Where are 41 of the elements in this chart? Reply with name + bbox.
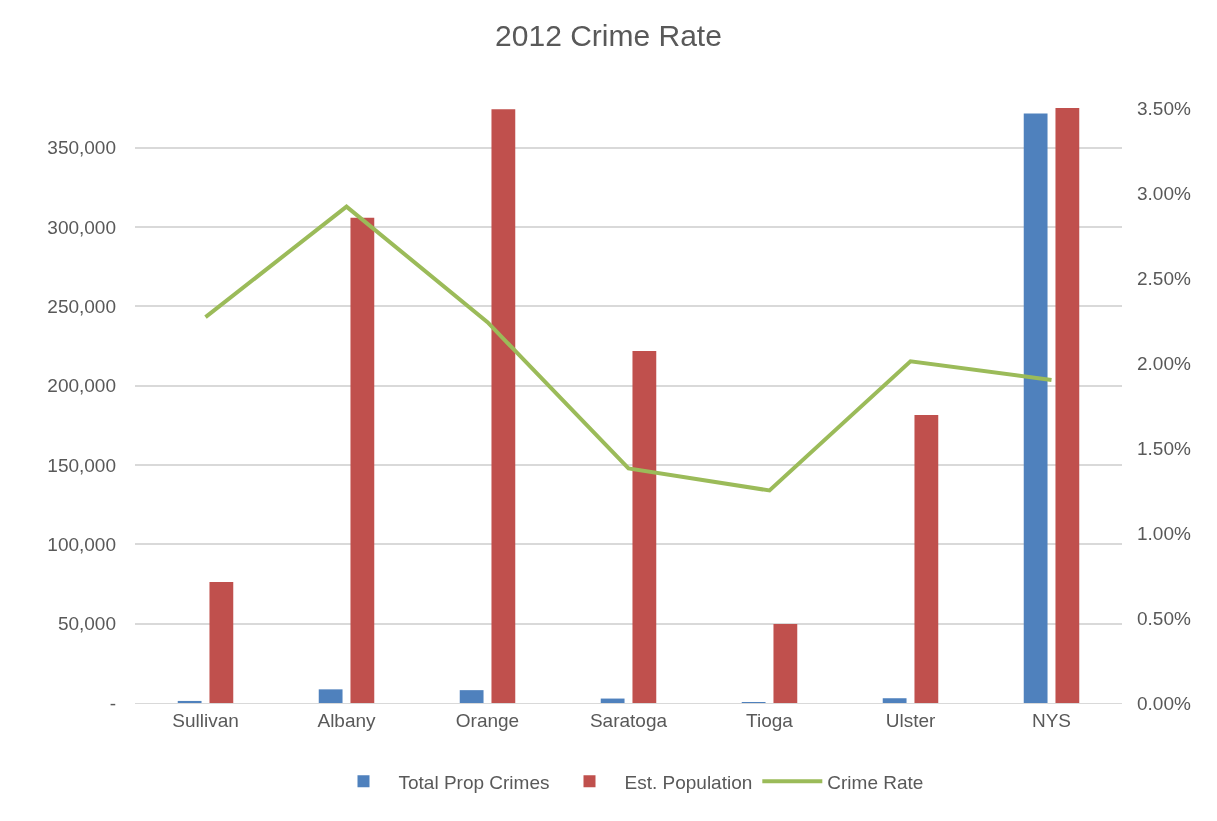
chart-title: 2012 Crime Rate [495, 18, 722, 52]
x-tick-label: Sullivan [172, 709, 239, 731]
y-tick-label: 50,000 [57, 613, 116, 635]
bar [914, 415, 939, 703]
bar [600, 698, 625, 703]
y-tick-label: 350,000 [47, 137, 116, 159]
y-tick-label: 200,000 [47, 375, 116, 397]
y2-tick-label: 3.00% [1137, 182, 1191, 204]
line-series [203, 204, 1054, 493]
x-tick-label: Albany [317, 709, 377, 731]
bar [773, 623, 798, 703]
legend-label: Crime Rate [827, 771, 924, 793]
y2-tick-label: 1.00% [1137, 522, 1191, 544]
bar [459, 690, 484, 703]
y-tick-label: 250,000 [47, 295, 116, 317]
bar [318, 689, 343, 703]
bar [1055, 108, 1080, 703]
x-tick-label: Saratoga [589, 709, 668, 731]
legend-label: Total Prop Crimes [398, 771, 550, 793]
y2-tick-label: 1.50% [1137, 437, 1191, 459]
x-tick-label: Orange [455, 709, 520, 731]
y2-tick-label: 0.00% [1137, 692, 1191, 714]
x-tick-label: Ulster [885, 709, 936, 731]
bar [1023, 113, 1048, 703]
x-tick-label: NYS [1031, 709, 1072, 731]
y-tick-label: 150,000 [47, 454, 116, 476]
bar [350, 217, 375, 703]
legend-label: Est. Population [624, 771, 753, 793]
y2-tick-label: 2.00% [1137, 352, 1191, 374]
bar [177, 700, 202, 703]
y2-tick-label: 3.50% [1137, 97, 1191, 119]
y2-tick-label: 2.50% [1137, 267, 1191, 289]
y2-tick-label: 0.50% [1137, 607, 1191, 629]
y-tick-label: 100,000 [47, 533, 116, 555]
bar [882, 698, 907, 703]
x-tick-label: Tioga [746, 709, 794, 731]
bar [209, 581, 234, 703]
bar [491, 109, 516, 703]
y-tick-label: - [109, 692, 116, 714]
bar [632, 350, 657, 703]
y-tick-label: 300,000 [47, 216, 116, 238]
